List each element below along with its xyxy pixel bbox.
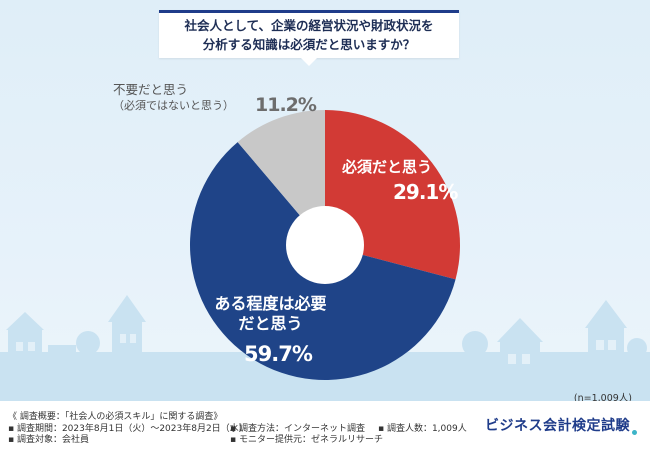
survey-target: ▪ 調査対象：会社員 bbox=[8, 435, 89, 445]
question-line-2: 分析する知識は必須だと思いますか？ bbox=[202, 37, 416, 52]
slice-value-unnecessary: 11.2% bbox=[255, 94, 317, 116]
survey-period: ▪ 調査期間：2023年8月1日（火）～2023年8月2日（水） bbox=[8, 424, 248, 434]
donut-hole bbox=[286, 206, 364, 284]
survey-method: ▪ 調査方法：インターネット調査 bbox=[230, 424, 365, 434]
question-box: 社会人として、企業の経営状況や財政状況を 分析する知識は必須だと思いますか？ bbox=[159, 10, 459, 66]
brand-logo: ビジネス会計検定試験 bbox=[485, 415, 637, 435]
pie-slice-unnecessary bbox=[237, 110, 325, 245]
slice-value-somewhat-necessary: 59.7% bbox=[244, 342, 313, 366]
survey-count: ▪ 調査人数：1,009人 bbox=[378, 424, 467, 434]
slice-value-essential: 29.1% bbox=[393, 180, 458, 204]
question-line-1: 社会人として、企業の経営状況や財政状況を bbox=[184, 18, 434, 33]
sample-size-label: (n=1,009人) bbox=[573, 393, 632, 404]
slice-label-unnecessary-sub: （必須ではないと思う） bbox=[113, 99, 234, 112]
brand-logo-text: ビジネス会計検定試験 bbox=[485, 418, 630, 434]
slice-label-somewhat-necessary: ある程度は必要だと思う bbox=[214, 294, 327, 333]
survey-footer: 《 調査概要：「社会人の必須スキル」に関する調査》 ▪ 調査期間：2023年8月… bbox=[0, 401, 650, 450]
logo-dot-icon bbox=[632, 430, 637, 435]
slice-label-unnecessary: 不要だと思う （必須ではないと思う） bbox=[113, 82, 234, 114]
survey-overview: 《 調査概要：「社会人の必須スキル」に関する調査》 bbox=[8, 412, 223, 422]
question-pointer bbox=[301, 58, 317, 66]
slice-label-unnecessary-main: 不要だと思う bbox=[113, 82, 189, 97]
survey-provider: ▪ モニター提供元：ゼネラルリサーチ bbox=[230, 435, 383, 445]
townscape-windows bbox=[16, 334, 616, 364]
slice-label-essential: 必須だと思う bbox=[342, 158, 433, 176]
